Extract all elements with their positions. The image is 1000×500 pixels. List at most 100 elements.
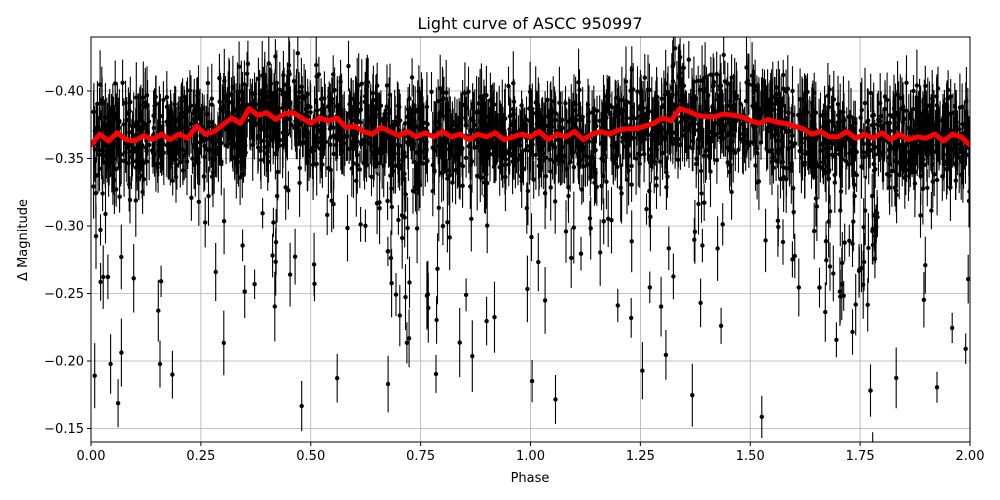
data-point [378, 118, 383, 123]
data-point [444, 147, 449, 152]
data-point [191, 117, 196, 122]
data-point [436, 144, 442, 150]
data-point [468, 116, 474, 121]
data-point [233, 157, 239, 163]
data-point [119, 152, 124, 157]
data-point [313, 98, 319, 103]
data-point [145, 129, 150, 135]
data-point [305, 114, 311, 119]
data-point [577, 157, 582, 162]
data-point [287, 272, 293, 277]
data-point [638, 91, 644, 96]
data-point [890, 114, 896, 120]
data-point [587, 216, 593, 221]
data-point [548, 157, 553, 162]
data-point [841, 293, 846, 298]
data-point [629, 67, 634, 72]
data-point [690, 393, 695, 398]
data-point [555, 137, 560, 142]
data-point [953, 162, 958, 167]
data-point [619, 191, 624, 196]
data-point [419, 149, 424, 154]
data-point [897, 172, 902, 177]
data-point [889, 168, 895, 174]
data-point [647, 188, 652, 194]
data-point [861, 141, 866, 146]
data-point [109, 126, 114, 132]
y-tick-label: −0.15 [44, 422, 84, 437]
data-point [542, 298, 548, 303]
data-point [699, 191, 704, 196]
data-point [744, 140, 750, 145]
data-point [503, 157, 509, 162]
data-point [642, 137, 648, 142]
data-point [310, 162, 316, 167]
data-point [245, 102, 250, 107]
chart-title: Light curve of ASCC 950997 [417, 14, 642, 33]
data-point [818, 148, 823, 154]
data-point [329, 198, 334, 203]
data-point [358, 222, 363, 227]
data-point [363, 149, 368, 154]
data-point [881, 139, 887, 144]
data-point [346, 63, 351, 69]
data-point [317, 146, 323, 151]
data-point [647, 87, 652, 93]
data-point [391, 169, 396, 174]
data-point [123, 100, 128, 106]
data-point [119, 254, 124, 260]
data-point [226, 91, 232, 97]
data-point [797, 148, 802, 154]
data-point [256, 121, 261, 126]
data-point [299, 403, 304, 409]
data-point [930, 162, 935, 167]
data-point [235, 89, 240, 95]
data-point [611, 153, 616, 159]
data-point [138, 150, 143, 156]
data-point [511, 81, 516, 86]
data-point [655, 141, 661, 146]
data-point [768, 104, 773, 109]
data-point [553, 157, 559, 162]
data-point [871, 126, 877, 131]
data-point [930, 179, 935, 184]
data-point [481, 100, 487, 106]
data-point [822, 138, 827, 143]
data-point [717, 122, 723, 128]
data-point [862, 100, 868, 106]
data-point [217, 147, 223, 153]
data-point [369, 121, 374, 127]
data-point [781, 72, 786, 78]
data-point [285, 104, 290, 110]
data-point [772, 101, 778, 107]
data-point [354, 119, 360, 124]
data-point [369, 174, 374, 179]
data-point [921, 123, 926, 128]
data-point [424, 104, 430, 110]
data-point [105, 132, 110, 137]
data-point [519, 103, 524, 108]
data-point [864, 150, 869, 155]
data-point [375, 150, 381, 156]
data-point [176, 127, 181, 132]
data-point [362, 99, 367, 105]
data-point [780, 125, 785, 131]
data-point [686, 115, 691, 120]
data-point [207, 147, 213, 152]
data-point [257, 91, 262, 97]
data-point [677, 54, 683, 60]
data-point [711, 139, 716, 144]
data-point [888, 143, 893, 149]
data-point [553, 199, 558, 204]
data-point [511, 111, 516, 117]
data-point [510, 142, 516, 147]
data-point [960, 147, 965, 153]
data-point [180, 125, 185, 130]
data-point [698, 87, 703, 93]
data-point [578, 251, 584, 256]
data-point [330, 97, 335, 102]
data-point [381, 163, 386, 168]
data-point [850, 329, 855, 335]
data-point [250, 91, 255, 96]
data-point [954, 151, 959, 156]
